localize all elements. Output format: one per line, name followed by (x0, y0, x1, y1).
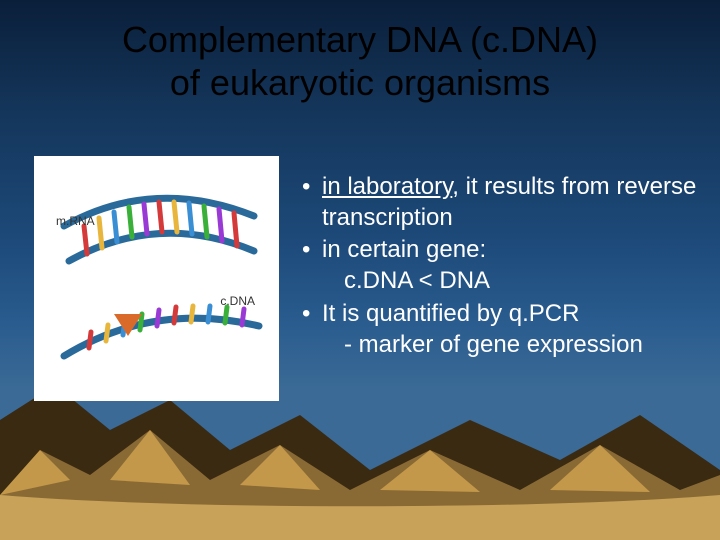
bullet-3-sub: - marker of gene expression (322, 330, 702, 361)
arrow-down-icon (114, 314, 142, 336)
title-line-1: Complementary DNA (c.DNA) (122, 19, 598, 60)
bullet-1-underline: in laboratory (322, 173, 452, 200)
dna-sketch: m.RNA c.DNA (44, 166, 269, 391)
title-line-2: of eukaryotic organisms (170, 62, 550, 103)
label-cdna: c.DNA (220, 294, 255, 308)
bullet-2-text: in certain gene: (322, 236, 486, 263)
bullet-list: in laboratory, it results from reverse t… (300, 172, 702, 362)
bullet-1: in laboratory, it results from reverse t… (300, 172, 702, 233)
slide-title: Complementary DNA (c.DNA) of eukaryotic … (0, 18, 720, 104)
bullet-3: It is quantified by q.PCR - marker of ge… (300, 299, 702, 360)
dna-illustration: m.RNA c.DNA (34, 156, 279, 401)
bullet-2: in certain gene: c.DNA < DNA (300, 235, 702, 296)
bullet-2-sub: c.DNA < DNA (322, 266, 702, 297)
bullet-3-text: It is quantified by q.PCR (322, 300, 579, 327)
label-mrna: m.RNA (56, 214, 95, 228)
